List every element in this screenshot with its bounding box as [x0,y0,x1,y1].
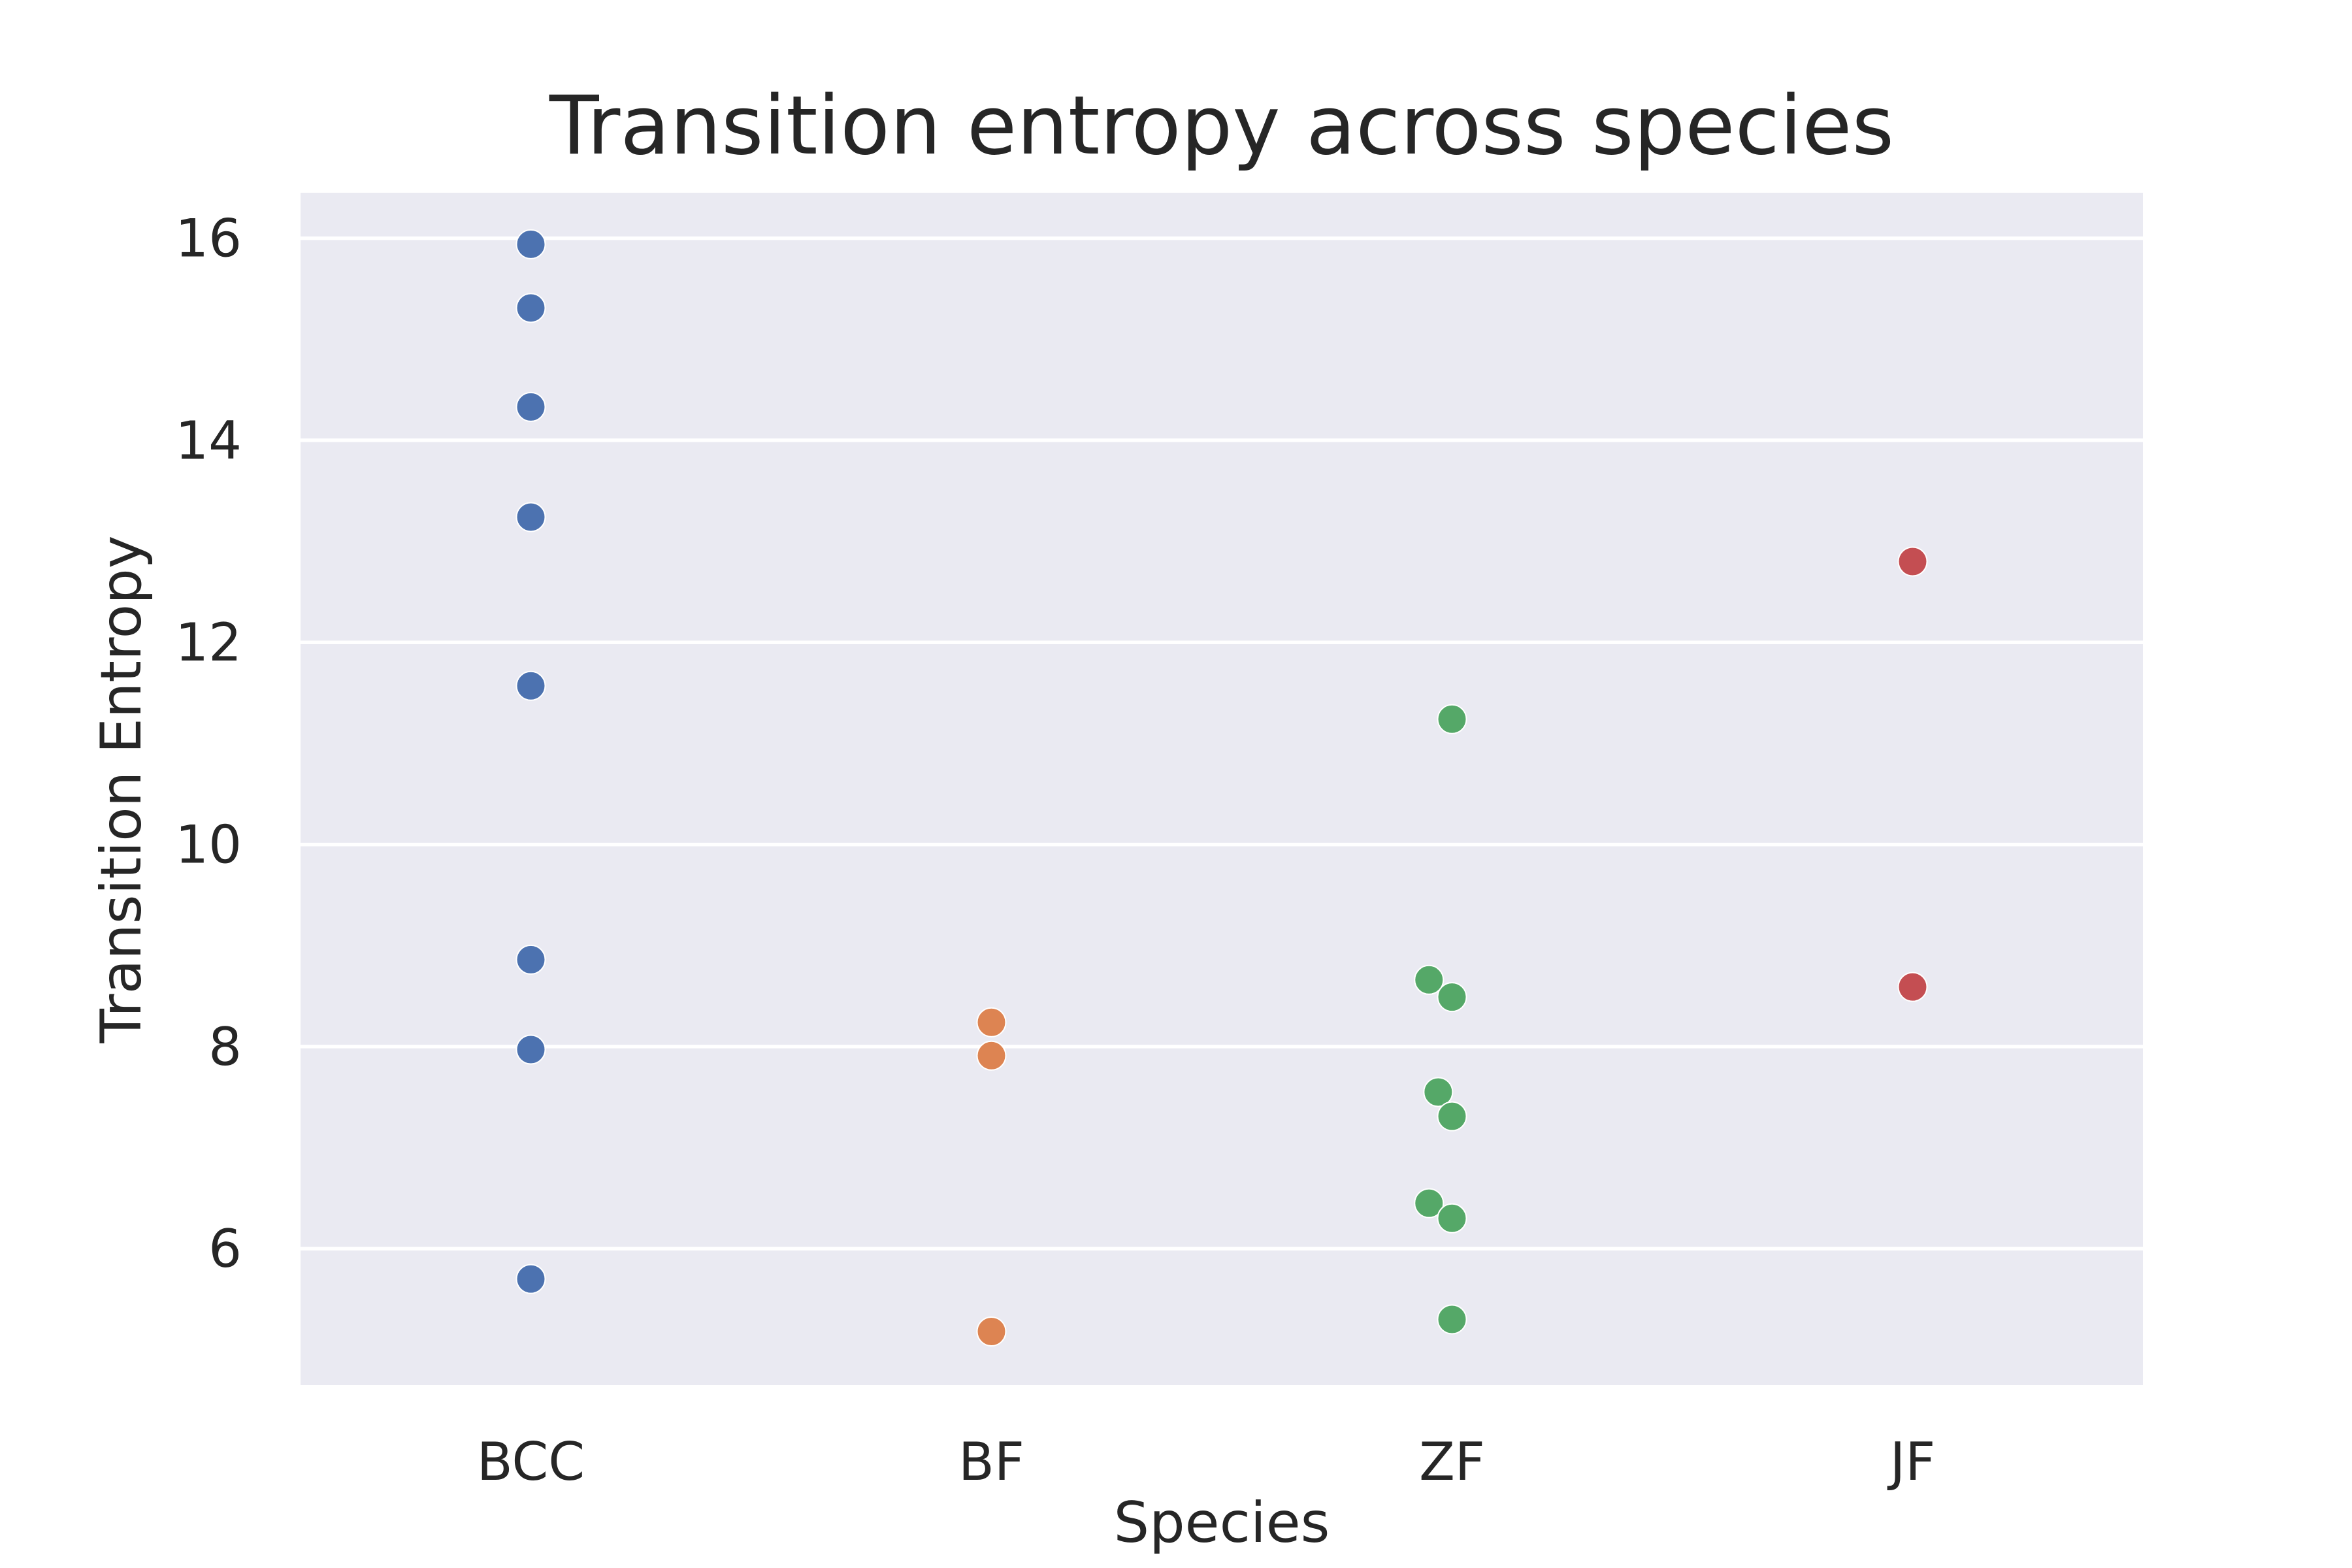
point-bcc-1 [515,293,546,323]
point-bf-2 [976,1316,1007,1347]
y-tick-label-8: 8 [208,1017,242,1077]
point-bf-0 [976,1007,1007,1037]
point-zf-5 [1414,1188,1445,1218]
point-bcc-4 [515,670,546,701]
point-jf-1 [1897,972,1928,1002]
y-axis-label: Transition Entropy [89,535,154,1043]
point-bcc-5 [515,944,546,975]
point-zf-7 [1437,1304,1467,1335]
x-tick-label-bf: BF [958,1431,1024,1492]
grid-lines [301,236,2143,1250]
y-tick-label-6: 6 [208,1218,242,1279]
y-tick-label-12: 12 [175,612,242,673]
point-zf-2 [1437,982,1467,1013]
data-points [515,229,1928,1347]
point-bcc-2 [515,391,546,422]
point-zf-4 [1437,1101,1467,1132]
y-tick-label-16: 16 [175,208,242,269]
point-zf-6 [1437,1203,1467,1233]
point-bf-1 [976,1040,1007,1071]
point-bcc-0 [515,229,546,259]
point-jf-0 [1897,546,1928,577]
x-tick-label-jf: JF [1887,1431,1936,1492]
point-zf-1 [1414,964,1445,995]
y-tick-label-10: 10 [175,815,242,875]
y-tick-labels: 6 8 10 12 14 16 [175,208,242,1280]
chart-title: Transition entropy across species [549,79,1894,173]
point-zf-3 [1423,1077,1454,1107]
point-bcc-7 [515,1264,546,1294]
point-bcc-3 [515,502,546,532]
point-zf-0 [1437,704,1467,734]
point-bcc-6 [515,1034,546,1065]
x-tick-labels: BCC BF ZF JF [477,1431,1935,1492]
plot-area [301,193,2143,1385]
x-tick-label-bcc: BCC [477,1431,585,1492]
x-tick-label-zf: ZF [1419,1431,1485,1492]
y-tick-label-14: 14 [175,410,242,471]
x-axis-label: Species [1114,1490,1330,1556]
